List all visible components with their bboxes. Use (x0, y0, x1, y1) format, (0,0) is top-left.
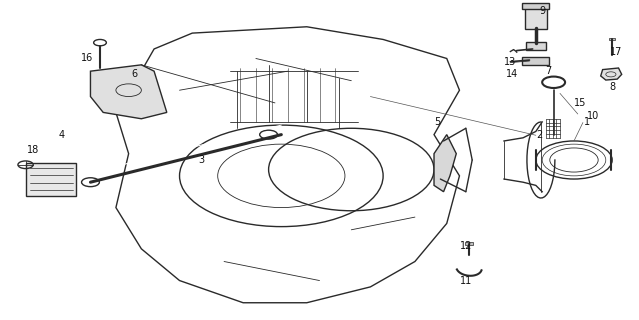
Text: 2: 2 (536, 130, 542, 140)
Text: 5: 5 (434, 117, 440, 127)
Text: 1: 1 (583, 117, 590, 127)
FancyBboxPatch shape (609, 37, 615, 40)
Text: 6: 6 (132, 69, 138, 79)
PathPatch shape (601, 68, 622, 80)
PathPatch shape (434, 135, 456, 192)
Text: 17: 17 (610, 47, 622, 57)
Text: 11: 11 (459, 276, 472, 285)
Text: 3: 3 (199, 155, 204, 165)
FancyBboxPatch shape (526, 42, 546, 50)
Text: 14: 14 (506, 69, 518, 79)
Text: 9: 9 (539, 6, 545, 16)
Text: 15: 15 (574, 98, 587, 108)
FancyBboxPatch shape (26, 163, 76, 196)
FancyBboxPatch shape (523, 57, 549, 65)
Text: 7: 7 (545, 66, 551, 76)
FancyBboxPatch shape (523, 3, 549, 9)
Text: 4: 4 (59, 130, 65, 140)
Text: 12: 12 (459, 241, 472, 251)
FancyBboxPatch shape (525, 7, 546, 29)
FancyBboxPatch shape (465, 242, 473, 245)
Text: 18: 18 (27, 146, 39, 156)
Text: 8: 8 (609, 82, 615, 92)
PathPatch shape (91, 65, 167, 119)
Text: 10: 10 (587, 111, 599, 121)
Text: 16: 16 (81, 53, 93, 63)
Text: 13: 13 (504, 57, 516, 67)
